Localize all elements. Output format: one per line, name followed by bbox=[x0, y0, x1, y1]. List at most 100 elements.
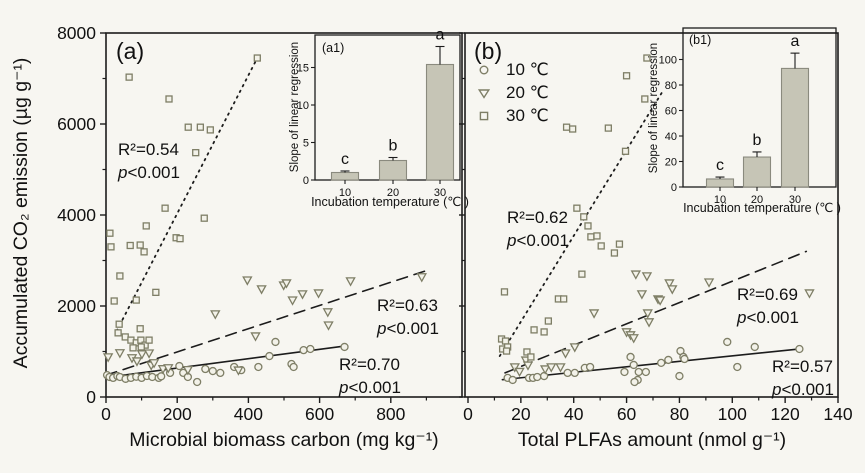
x-tick-label: 400 bbox=[234, 404, 263, 424]
y-tick-label: 0 bbox=[86, 387, 96, 407]
triangle-down-marker bbox=[569, 343, 580, 353]
regression-annotation-b-10c: R²=0.57 p<0.001 bbox=[772, 355, 834, 401]
square-marker bbox=[206, 126, 214, 134]
square-marker bbox=[560, 295, 568, 303]
circle-marker bbox=[508, 375, 517, 385]
triangle-down-marker bbox=[514, 367, 525, 378]
y-tick-label: 60 bbox=[665, 106, 677, 118]
circle-marker bbox=[641, 367, 651, 377]
x-tick-label: 10 bbox=[714, 194, 726, 206]
regression-line-solid bbox=[501, 347, 802, 381]
y-tick-label: 8000 bbox=[57, 23, 96, 43]
square-marker bbox=[176, 235, 184, 243]
circle-marker bbox=[630, 377, 639, 387]
inset-a1: 0 5 10 15 c 10 b 20 a 30 bbox=[297, 27, 461, 199]
circle-marker bbox=[563, 368, 572, 378]
triangle-down-marker bbox=[643, 318, 655, 328]
circle-marker bbox=[306, 344, 315, 354]
square-marker bbox=[500, 288, 509, 296]
regression-annotation-b-30c: R²=0.62 p<0.001 bbox=[507, 206, 569, 252]
circle-marker bbox=[675, 371, 684, 381]
circle-marker bbox=[750, 342, 759, 352]
square-marker bbox=[587, 233, 595, 241]
square-marker bbox=[562, 123, 571, 131]
y-tick-label: 6000 bbox=[57, 114, 96, 134]
bar bbox=[378, 159, 408, 181]
x-tick-label: 20 bbox=[387, 187, 399, 199]
square-marker bbox=[137, 343, 145, 351]
triangle-down-marker bbox=[560, 349, 571, 359]
triangle-down-marker bbox=[182, 365, 194, 376]
square-marker bbox=[578, 270, 586, 278]
panel-b-label: (b) bbox=[474, 38, 503, 64]
inset-a1-y-title: Slope of linear regression bbox=[289, 41, 301, 173]
p-value: <0.001 bbox=[386, 319, 439, 338]
inset-b1: 0 20 40 60 80 100 c 10 b 20 a 30 bbox=[659, 27, 837, 206]
x-axis-title-panel-a: Microbial biomass carbon (mg kg⁻¹) bbox=[129, 429, 439, 451]
legend-label: 10 ℃ bbox=[506, 59, 549, 79]
series-legend: 10 ℃ 20 ℃ 30 ℃ bbox=[477, 58, 549, 127]
regression-annotation-a-20c: R²=0.63 p<0.001 bbox=[377, 294, 439, 340]
panel-b: 0 20 40 60 80 100 120 140 bbox=[459, 32, 853, 424]
bar bbox=[425, 63, 455, 181]
square-marker bbox=[142, 222, 150, 230]
square-marker bbox=[501, 337, 510, 345]
square-marker bbox=[604, 124, 612, 132]
circle-marker bbox=[299, 345, 308, 355]
circle-marker bbox=[265, 351, 274, 361]
triangle-down-marker bbox=[114, 349, 126, 359]
r-squared-value: R²=0.69 bbox=[737, 285, 798, 304]
x-tick-label: 200 bbox=[163, 404, 192, 424]
x-tick-label: 20 bbox=[511, 404, 531, 424]
p-label: p bbox=[507, 231, 517, 250]
x-tick-label: 30 bbox=[789, 194, 801, 206]
p-value: <0.001 bbox=[746, 308, 799, 327]
triangle-down-marker bbox=[804, 289, 815, 299]
p-value: <0.001 bbox=[781, 380, 834, 399]
triangle-down-marker bbox=[148, 359, 160, 369]
r-squared-value: R²=0.54 bbox=[118, 140, 179, 159]
triangle-down-marker bbox=[642, 309, 653, 319]
circle-marker bbox=[634, 367, 643, 377]
circle-marker bbox=[539, 371, 549, 381]
square-marker bbox=[192, 149, 200, 157]
square-marker bbox=[129, 344, 137, 352]
triangle-down-marker bbox=[641, 272, 653, 282]
circle-marker bbox=[664, 355, 673, 365]
x-tick-label: 140 bbox=[823, 404, 852, 424]
r-squared-value: R²=0.70 bbox=[339, 355, 400, 374]
circle-marker bbox=[340, 342, 349, 352]
square-marker bbox=[110, 297, 118, 305]
square-marker bbox=[544, 317, 552, 325]
circle-marker bbox=[733, 362, 742, 372]
square-marker bbox=[622, 72, 631, 80]
legend-label: 20 ℃ bbox=[506, 82, 549, 102]
circle-marker bbox=[216, 368, 225, 378]
triangle-down-marker bbox=[509, 363, 520, 373]
x-tick-label: 0 bbox=[463, 404, 473, 424]
triangle-down-marker bbox=[539, 365, 551, 375]
y-axis-title: Accumulated CO₂ emission (µg g⁻¹) bbox=[10, 57, 32, 369]
inset-a1-x-title: Incubation temperature (℃ ) bbox=[311, 195, 469, 209]
square-marker bbox=[502, 347, 511, 355]
bar bbox=[705, 178, 735, 188]
triangle-down-marker bbox=[588, 309, 600, 319]
p-label: p bbox=[339, 378, 349, 397]
x-axis-title-panel-b: Total PLFAs amount (nmol g⁻¹) bbox=[517, 429, 787, 451]
triangle-down-marker bbox=[322, 308, 333, 318]
circle-marker bbox=[585, 362, 595, 372]
p-label: p bbox=[737, 308, 747, 327]
regression-annotation-a-10c: R²=0.70 p<0.001 bbox=[339, 353, 401, 399]
x-tick-label: 30 bbox=[434, 187, 446, 199]
square-marker bbox=[132, 296, 140, 304]
triangle-down-marker bbox=[323, 321, 334, 331]
y-tick-label: 80 bbox=[665, 80, 677, 92]
square-marker bbox=[137, 336, 145, 344]
triangle-down-marker bbox=[555, 363, 566, 373]
significance-letter: a bbox=[436, 27, 445, 44]
circle-marker bbox=[620, 367, 629, 377]
square-marker bbox=[136, 325, 144, 333]
square-marker bbox=[584, 222, 592, 230]
circle-marker-icon bbox=[479, 65, 489, 74]
square-marker bbox=[136, 241, 144, 249]
